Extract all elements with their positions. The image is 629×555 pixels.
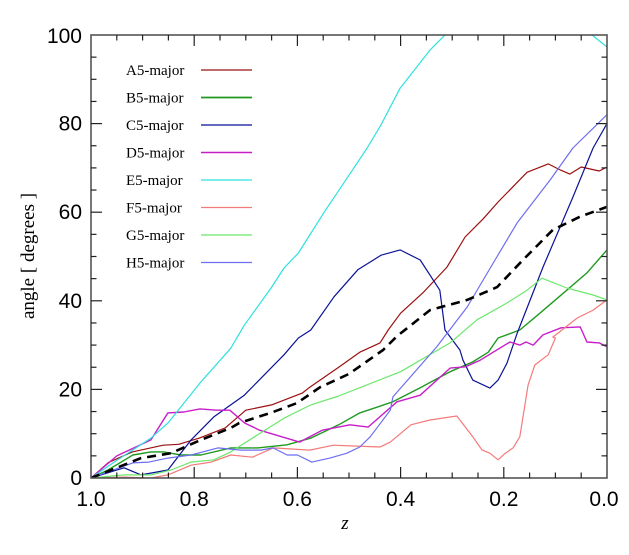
legend-label: E5-major [126, 173, 183, 189]
series-h5-major-line [91, 114, 607, 478]
legend-item-f5: F5-major [126, 201, 252, 217]
x-tick-label-0.0: 0.0 [589, 488, 618, 511]
series-mean-line [91, 205, 607, 478]
series-e5-major-line [91, 35, 446, 478]
legend-item-c5: C5-major [126, 118, 252, 134]
x-tick-label-0.8: 0.8 [180, 488, 209, 511]
series-g5-major-line [91, 277, 607, 478]
x-tick-label-0.4: 0.4 [386, 488, 416, 511]
x-tick-label-0.6: 0.6 [283, 488, 312, 511]
series-d5-major-line [91, 326, 607, 478]
x-axis-label: z [340, 513, 349, 534]
legend-label: D5-major [126, 146, 184, 162]
axis-ticks [91, 35, 607, 478]
legend-item-b5: B5-major [126, 91, 252, 107]
series-f5-major-line [91, 299, 607, 478]
legend-item-h5: H5-major [126, 256, 252, 272]
x-tick-label-0.2: 0.2 [489, 488, 518, 511]
legend-label: C5-major [126, 118, 184, 134]
series-a5-major-line [91, 163, 607, 478]
legend: A5-major B5-major C5-major D5-major E5-m… [126, 63, 252, 272]
y-tick-labels: 0 20 40 60 80 100 [47, 25, 82, 490]
series-layer [91, 35, 607, 478]
series-b5-major-line [91, 249, 607, 478]
legend-label: H5-major [126, 256, 184, 272]
legend-item-d5: D5-major [126, 146, 252, 162]
y-tick-label-20: 20 [59, 378, 82, 401]
legend-label: B5-major [126, 91, 184, 107]
series-c5-major-line [91, 123, 607, 478]
y-tick-label-40: 40 [59, 290, 82, 313]
y-tick-label-80: 80 [59, 113, 82, 136]
legend-item-g5: G5-major [126, 228, 252, 244]
series-e5-major-line-return [591, 35, 607, 48]
legend-item-a5: A5-major [126, 63, 252, 79]
y-tick-label-60: 60 [59, 201, 82, 224]
legend-label: F5-major [126, 201, 182, 217]
legend-label: G5-major [126, 228, 184, 244]
legend-label: A5-major [126, 63, 184, 79]
x-tick-labels: 1.0 0.8 0.6 0.4 0.2 0.0 [76, 488, 618, 511]
legend-item-e5: E5-major [126, 173, 252, 189]
x-tick-label-1.0: 1.0 [76, 488, 105, 511]
y-tick-label-0: 0 [70, 467, 82, 490]
y-axis-label: angle [ degrees ] [18, 193, 39, 319]
y-tick-label-100: 100 [47, 25, 82, 48]
